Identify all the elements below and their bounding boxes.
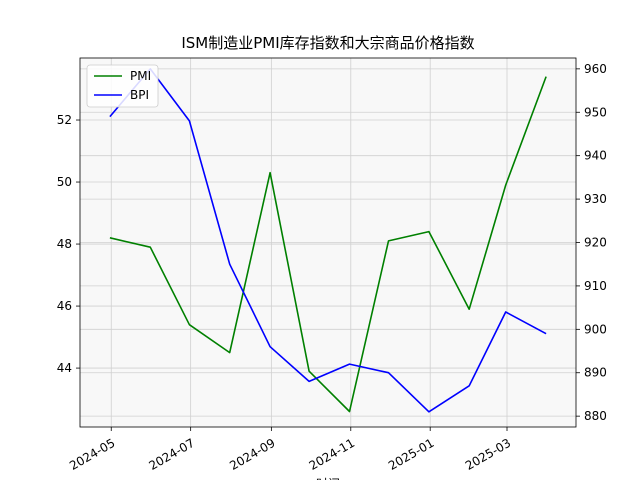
y-left-tick-label: 52 [57,113,72,127]
legend: PMI BPI [86,64,159,108]
x-tick-label: 2024-09 [227,436,277,473]
y-left-tick-label: 44 [57,361,72,375]
y-right-tick-label: 890 [584,366,607,380]
legend-label-pmi: PMI [130,69,151,83]
x-tick-label: 2025-03 [463,436,513,473]
y-right-tick-label: 880 [584,409,607,423]
y-axis-left: 44 46 48 50 52 [57,113,80,375]
series-lines [109,68,547,413]
y-axis-right: 880 890 900 910 920 930 940 950 960 [576,62,607,423]
y-left-tick-label: 46 [57,299,72,313]
y-right-tick-label: 920 [584,236,607,250]
series-line-pmi [109,76,547,413]
y-right-tick-label: 900 [584,322,607,336]
x-axis-label: 时间 [316,477,340,480]
y-right-tick-label: 930 [584,192,607,206]
y-left-tick-label: 48 [57,237,72,251]
x-axis: 2024-05 2024-07 2024-09 2024-11 2025-01 2025-… [67,427,513,473]
x-tick-label: 2024-07 [147,436,197,473]
series-line-bpi [109,68,547,413]
legend-label-bpi: BPI [130,88,149,102]
y-right-tick-label: 960 [584,62,607,76]
y-left-tick-label: 50 [57,175,72,189]
x-tick-label: 2024-11 [307,436,357,473]
y-right-tick-label: 950 [584,105,607,119]
y-right-tick-label: 910 [584,279,607,293]
y-right-tick-label: 940 [584,149,607,163]
x-tick-label: 2025-01 [386,436,436,473]
chart-title: ISM制造业PMI库存指数和大宗商品价格指数 [181,34,474,52]
grid [80,58,576,427]
x-tick-label: 2024-05 [67,436,117,473]
